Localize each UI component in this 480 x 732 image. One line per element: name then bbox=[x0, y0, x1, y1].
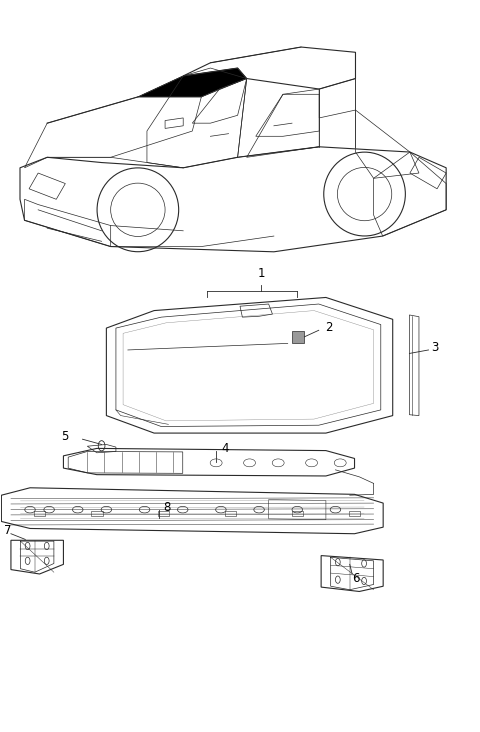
Bar bbox=[349, 511, 360, 516]
Bar bbox=[292, 332, 304, 343]
Bar bbox=[225, 511, 236, 516]
Text: 4: 4 bbox=[221, 442, 228, 455]
Text: 5: 5 bbox=[61, 430, 68, 443]
Text: 1: 1 bbox=[258, 267, 265, 280]
Text: 2: 2 bbox=[325, 321, 333, 334]
Text: 6: 6 bbox=[353, 572, 360, 585]
Text: 8: 8 bbox=[164, 501, 171, 514]
Bar bbox=[91, 511, 103, 516]
Bar bbox=[158, 511, 169, 516]
Bar bbox=[291, 511, 303, 516]
Text: 7: 7 bbox=[4, 523, 11, 537]
Polygon shape bbox=[138, 68, 247, 97]
Bar bbox=[34, 511, 45, 516]
Text: 3: 3 bbox=[431, 341, 438, 354]
